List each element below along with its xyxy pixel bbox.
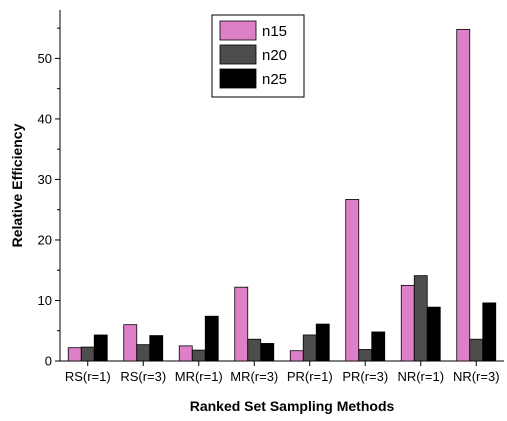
bar-n20-MR(r=3) — [247, 338, 262, 362]
bar-n15-NR(r=1) — [400, 284, 415, 362]
x-tick-label: PR(r=3) — [342, 369, 388, 384]
bar-n20-PR(r=1) — [302, 334, 317, 362]
x-tick-label: PR(r=1) — [287, 369, 333, 384]
y-tick-label: 10 — [38, 293, 52, 308]
bar-n25-PR(r=3) — [371, 331, 386, 362]
y-tick-label: 0 — [45, 354, 52, 369]
bar-n15-MR(r=1) — [178, 345, 193, 362]
y-axis: 0 10 20 30 40 50 — [38, 27, 60, 369]
legend-swatch-n15 — [219, 20, 257, 41]
x-tick-label: NR(r=3) — [453, 369, 500, 384]
bar-n20-NR(r=1) — [413, 275, 428, 362]
x-tick-label: MR(r=3) — [230, 369, 278, 384]
bar-n20-NR(r=3) — [469, 338, 484, 362]
x-axis: RS(r=1) RS(r=3) MR(r=1) MR(r=3) PR(r=1) PR(r=… — [65, 361, 500, 384]
bar-n25-MR(r=1) — [204, 315, 219, 362]
bar-n25-PR(r=1) — [315, 323, 330, 362]
x-tick-label: NR(r=1) — [397, 369, 444, 384]
bar-n25-NR(r=3) — [482, 302, 497, 362]
x-axis-title: Ranked Set Sampling Methods — [190, 398, 395, 414]
x-tick-label: MR(r=1) — [175, 369, 223, 384]
legend-label-n15: n15 — [262, 23, 287, 40]
x-tick-label: RS(r=1) — [65, 369, 111, 384]
bar-n20-PR(r=3) — [358, 349, 373, 362]
y-tick-label: 40 — [38, 111, 52, 126]
bar-n15-NR(r=3) — [456, 28, 471, 362]
bar-n15-PR(r=1) — [289, 350, 304, 362]
bar-n20-RS(r=1) — [80, 346, 95, 362]
legend-label-n20: n20 — [262, 47, 287, 64]
bar-n15-MR(r=3) — [234, 286, 249, 362]
bars — [67, 28, 497, 362]
bar-n20-MR(r=1) — [191, 349, 206, 362]
bar-n25-MR(r=3) — [260, 343, 275, 362]
legend-swatch-n25 — [219, 68, 257, 89]
legend: n15 n20 n25 — [211, 14, 305, 98]
bar-n20-RS(r=3) — [136, 344, 151, 362]
bar-n25-RS(r=1) — [93, 334, 108, 362]
x-tick-label: RS(r=3) — [120, 369, 166, 384]
y-tick-label: 30 — [38, 172, 52, 187]
y-tick-label: 20 — [38, 232, 52, 247]
bar-n25-NR(r=1) — [426, 306, 441, 362]
bar-n15-RS(r=1) — [67, 347, 82, 362]
bar-n15-RS(r=3) — [123, 324, 138, 362]
y-tick-label: 50 — [38, 51, 52, 66]
bar-n15-PR(r=3) — [345, 199, 360, 362]
legend-label-n25: n25 — [262, 71, 287, 88]
y-axis-title: Relative Efficiency — [9, 123, 25, 247]
legend-swatch-n20 — [219, 44, 257, 65]
bar-n25-RS(r=3) — [149, 335, 164, 362]
